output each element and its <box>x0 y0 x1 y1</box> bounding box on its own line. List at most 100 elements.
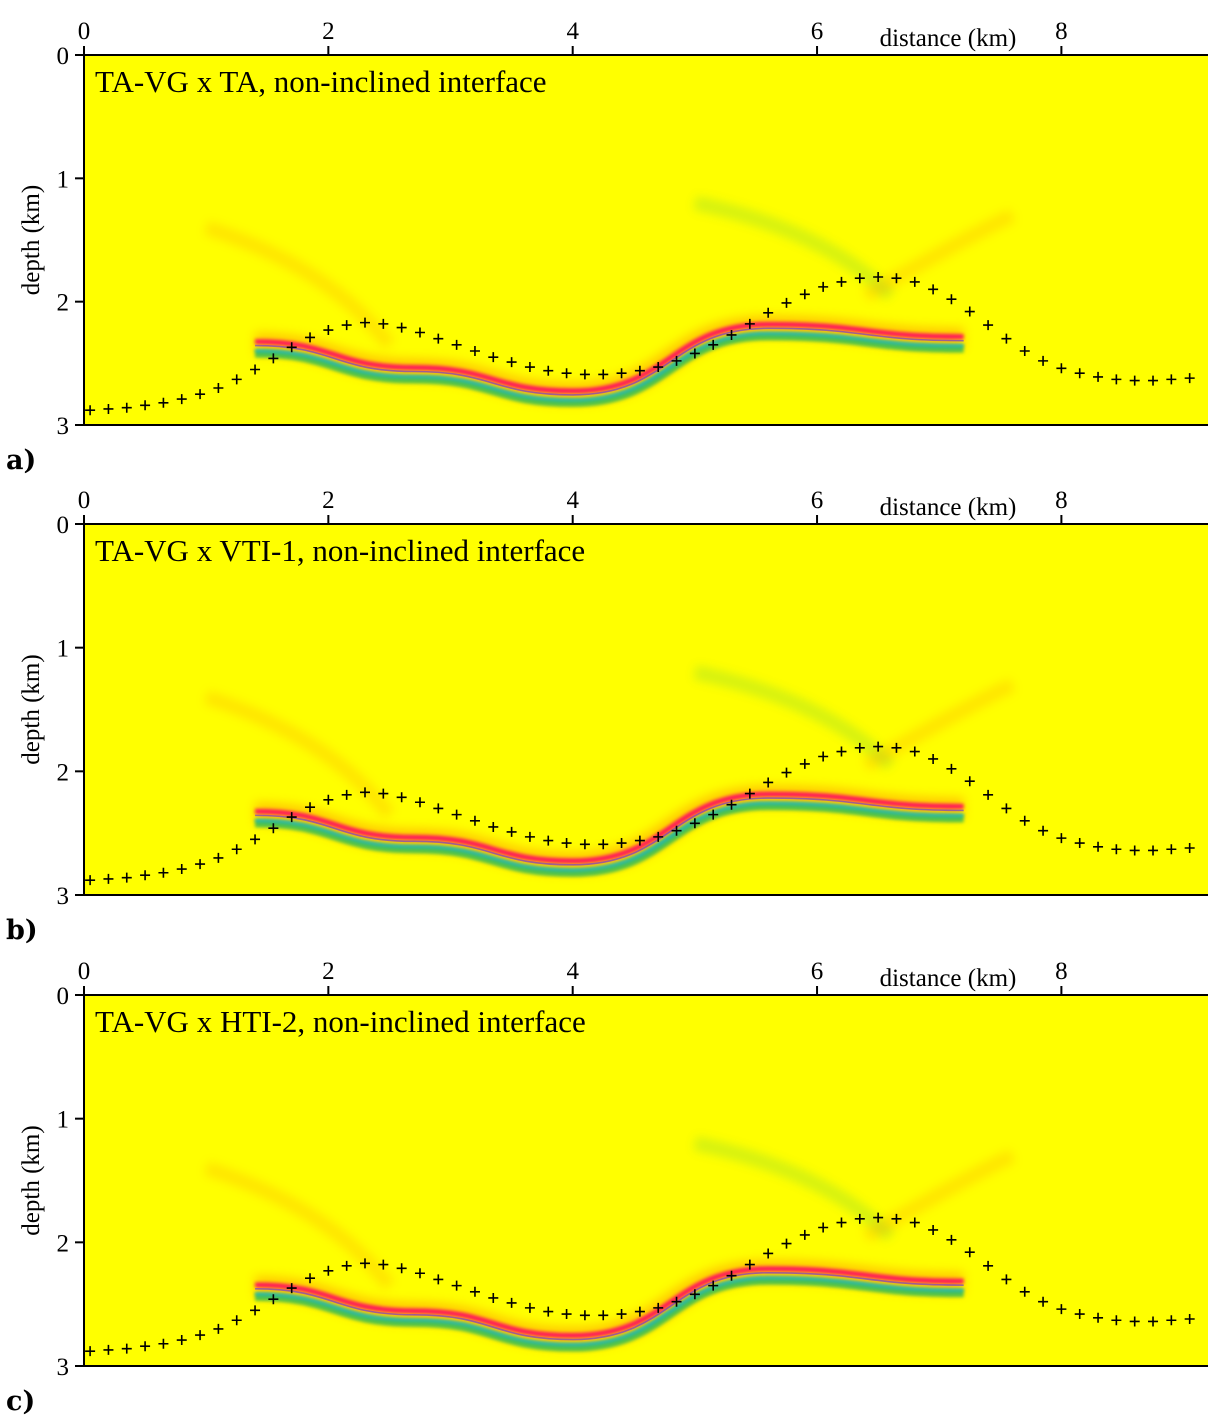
interface-marker <box>928 753 939 764</box>
panel-label: b) <box>6 915 38 946</box>
panel-label: a) <box>6 445 36 476</box>
interface-marker <box>799 1229 810 1240</box>
interface-marker <box>121 872 132 883</box>
panel-b: 0 2 4 6 8 0 1 2 3 distance (km) depth (km) TA-VG x … <box>6 487 1208 946</box>
interface-marker <box>1184 843 1195 854</box>
interface-marker <box>543 835 554 846</box>
interface-marker <box>1019 346 1030 356</box>
interface-marker <box>818 751 829 762</box>
interface-marker <box>103 403 114 414</box>
interface-marker <box>909 746 920 757</box>
interface-marker <box>763 777 774 788</box>
interface-marker <box>909 1217 920 1228</box>
interface-marker <box>1184 373 1195 384</box>
interface-marker <box>176 864 187 875</box>
y-tick-label: 2 <box>57 759 70 786</box>
y-tick-label: 3 <box>57 413 70 440</box>
y-axis-title: depth (km) <box>18 185 45 295</box>
event-peak <box>255 797 964 866</box>
y-axis-title: depth (km) <box>18 654 45 764</box>
interface-marker <box>689 1289 700 1300</box>
interface-marker <box>1074 1309 1085 1320</box>
interface-marker <box>1166 844 1177 855</box>
event-peak <box>255 1271 964 1341</box>
interface-marker <box>433 1274 444 1285</box>
x-tick-label: 8 <box>1055 18 1068 45</box>
interface-marker <box>305 802 316 813</box>
event-negative-core <box>255 1276 964 1347</box>
interface-marker <box>195 1330 206 1341</box>
interface-marker <box>250 1305 261 1316</box>
interface-marker <box>286 1283 297 1294</box>
interface-marker <box>726 329 737 340</box>
interface-marker <box>598 369 609 380</box>
interface-marker <box>103 873 114 884</box>
interface-marker <box>1056 833 1067 844</box>
interface-marker <box>85 1346 96 1357</box>
y-tick-label: 0 <box>57 983 70 1010</box>
interface-marker <box>1019 1286 1030 1297</box>
interface-marker <box>744 318 755 329</box>
interface-marker <box>231 844 242 855</box>
interface-marker <box>744 788 755 799</box>
interface-marker <box>1093 841 1104 852</box>
interface-marker <box>964 1247 975 1258</box>
event-positive-core <box>255 1266 964 1339</box>
image-background <box>84 995 1208 1366</box>
y-tick-label: 1 <box>57 636 70 663</box>
y-tick-label: 2 <box>57 290 70 317</box>
y-tick-label: 2 <box>57 1230 70 1257</box>
interface-marker <box>891 1213 902 1224</box>
x-tick-label: 2 <box>322 18 335 45</box>
interface-marker <box>469 346 480 356</box>
interface-marker <box>323 1265 334 1276</box>
interface-marker <box>121 1343 132 1354</box>
interface-marker <box>616 368 627 379</box>
interface-marker <box>85 875 96 886</box>
interface-marker <box>286 812 297 823</box>
interface-marker <box>854 273 865 284</box>
interface-marker <box>543 365 554 376</box>
interface-marker <box>360 787 370 798</box>
x-tick-label: 0 <box>78 487 91 514</box>
interface-marker <box>250 364 261 375</box>
interface-marker <box>414 1268 425 1279</box>
interface-marker <box>616 838 627 849</box>
interface-marker <box>561 368 572 379</box>
interface-marker <box>854 742 865 753</box>
y-tick-label: 0 <box>57 512 70 539</box>
diffraction-tail <box>693 1136 896 1242</box>
interface-markers <box>85 272 1195 416</box>
x-tick-label: 8 <box>1055 958 1068 985</box>
x-axis-title: distance (km) <box>880 25 1017 52</box>
interface-marker <box>378 788 389 799</box>
interface-marker <box>983 1260 994 1271</box>
x-tick-label: 4 <box>566 958 579 985</box>
interface-marker <box>781 767 792 778</box>
diffraction-tail <box>204 220 395 350</box>
interface-marker <box>268 1294 279 1305</box>
interface-marker <box>708 339 719 350</box>
y-tick-label: 3 <box>57 883 70 910</box>
interface-marker <box>469 1286 480 1297</box>
interface-marker <box>1184 1314 1195 1325</box>
interface-marker <box>341 1260 352 1271</box>
interface-marker <box>689 348 700 359</box>
interface-marker <box>1074 838 1085 849</box>
interface-marker <box>873 1212 884 1223</box>
interface-marker <box>524 1302 535 1313</box>
interface-marker <box>616 1309 627 1320</box>
interface-marker <box>433 333 444 344</box>
interface-marker <box>286 342 297 353</box>
interface-marker <box>176 1335 187 1346</box>
interface-marker <box>964 306 975 317</box>
interface-marker <box>689 818 700 829</box>
interface-marker <box>213 852 224 863</box>
event-negative-lobe <box>255 802 964 877</box>
interface-marker <box>488 821 499 832</box>
x-tick-label: 6 <box>811 487 824 514</box>
x-axis-title: distance (km) <box>880 494 1017 521</box>
x-tick-label: 2 <box>322 487 335 514</box>
interface-markers <box>85 741 1195 886</box>
interface-marker <box>1001 333 1012 344</box>
